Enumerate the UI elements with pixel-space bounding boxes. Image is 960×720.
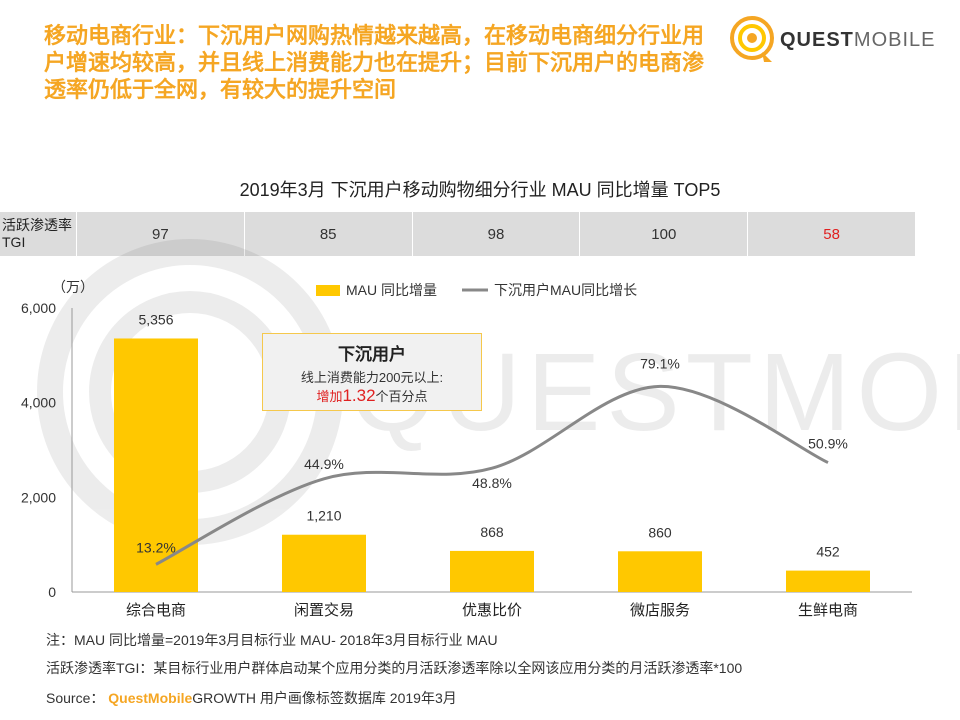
- callout-prefix: 增加: [316, 389, 343, 404]
- line-value-label: 48.8%: [472, 475, 512, 491]
- legend-swatch-bar: [316, 285, 340, 296]
- bar-value-label: 868: [480, 524, 504, 540]
- line-value-label: 44.9%: [304, 456, 344, 472]
- bar-value-label: 5,356: [138, 311, 173, 327]
- tgi-cell: 98: [411, 212, 580, 256]
- callout-line2: 增加1.32个百分点: [263, 386, 481, 406]
- bar: [450, 550, 534, 592]
- line-series: 13.2% 44.9% 48.8% 79.1% 50.9%: [136, 355, 848, 566]
- bar: [282, 534, 366, 592]
- source-brand: QuestMobile: [108, 690, 193, 706]
- y-tick-label: 6,000: [21, 300, 56, 316]
- x-tick-label: 优惠比价: [462, 602, 522, 619]
- brand-logo-icon: [730, 16, 774, 62]
- x-tick-label: 综合电商: [126, 602, 186, 619]
- brand-logo: QUESTMOBILE: [728, 14, 934, 66]
- line-value-label: 50.9%: [808, 436, 848, 452]
- y-axis-label: （万）: [52, 279, 94, 295]
- legend: MAU 同比增量 下沉用户MAU同比增长: [316, 282, 637, 298]
- growth-line: [155, 384, 829, 566]
- line-value-label: 13.2%: [136, 539, 176, 555]
- y-tick-label: 4,000: [21, 395, 56, 411]
- page-headline: 移动电商行业：下沉用户网购热情越来越高，在移动电商细分行业用户增速均较高，并且线…: [44, 23, 705, 102]
- tgi-table: 活跃渗透率TGI 97 85 98 100 58: [0, 212, 915, 256]
- x-tick-label: 生鲜电商: [798, 602, 858, 619]
- line-value-label: 79.1%: [640, 355, 680, 371]
- source-text: GROWTH 用户画像标签数据库 2019年3月: [192, 690, 457, 706]
- bar: [618, 551, 702, 592]
- tgi-cell: 85: [243, 212, 412, 256]
- brand-name: QUESTMOBILE: [780, 29, 936, 51]
- callout-box: 下沉用户 线上消费能力200元以上: 增加1.32个百分点: [262, 333, 482, 411]
- source-line: Source： QuestMobileGROWTH 用户画像标签数据库 2019…: [46, 688, 457, 708]
- note-tgi: 活跃渗透率TGI：某目标行业用户群体启动某个应用分类的月活跃渗透率除以全网该应用…: [46, 660, 743, 676]
- bar-value-label: 860: [648, 524, 672, 540]
- tgi-label: 活跃渗透率TGI: [2, 217, 72, 250]
- tgi-cell: 100: [579, 212, 747, 256]
- legend-label-line: 下沉用户MAU同比增长: [494, 282, 637, 298]
- callout-title: 下沉用户: [338, 345, 406, 364]
- tgi-cell: 97: [76, 212, 244, 256]
- tgi-cell-highlight: 58: [747, 212, 915, 256]
- legend-label-bar: MAU 同比增量: [346, 282, 437, 298]
- source-label: Source：: [46, 690, 105, 706]
- callout-line1: 线上消费能力200元以上:: [300, 370, 444, 385]
- bars: 5,356 1,210 868 860 452: [114, 311, 870, 592]
- x-tick-label: 闲置交易: [294, 601, 354, 619]
- bar-value-label: 1,210: [306, 508, 341, 524]
- callout-value: 1.32: [342, 386, 376, 405]
- chart-title: 2019年3月 下沉用户移动购物细分行业 MAU 同比增量 TOP5: [239, 180, 721, 200]
- bar: [786, 570, 870, 592]
- callout-suffix: 个百分点: [375, 389, 428, 404]
- note-mau: 注：MAU 同比增量=2019年3月目标行业 MAU- 2018年3月目标行业 …: [46, 632, 498, 648]
- y-tick-label: 0: [48, 584, 56, 600]
- y-tick-label: 2,000: [21, 489, 56, 505]
- x-tick-label: 微店服务: [630, 602, 690, 619]
- bar-value-label: 452: [816, 544, 840, 560]
